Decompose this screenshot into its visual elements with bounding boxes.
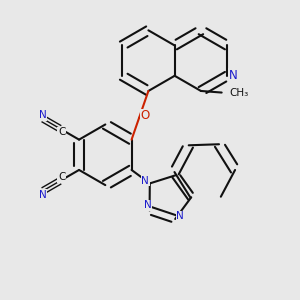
Text: N: N bbox=[39, 110, 46, 120]
Text: N: N bbox=[144, 200, 152, 210]
Text: C: C bbox=[58, 172, 65, 182]
Text: N: N bbox=[39, 190, 46, 200]
Text: C: C bbox=[58, 127, 65, 137]
Text: N: N bbox=[229, 69, 237, 82]
Text: CH₃: CH₃ bbox=[230, 88, 249, 98]
Text: N: N bbox=[142, 176, 149, 186]
Text: N: N bbox=[176, 212, 184, 221]
Text: O: O bbox=[140, 109, 149, 122]
